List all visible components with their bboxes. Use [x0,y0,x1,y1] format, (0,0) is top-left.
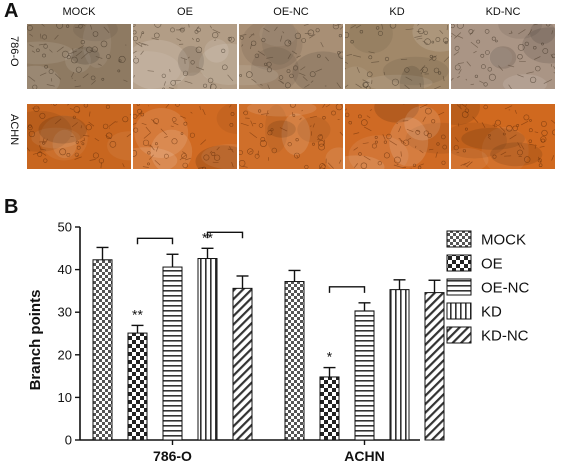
bar-kd-nc-786-o [232,287,253,441]
legend-label-kd: KD [481,304,502,321]
bar-oe-nc-achn [354,310,375,441]
y-tick-label: 10 [58,390,72,405]
significance-bracket [136,237,174,245]
micrograph-achn-kd-nc [451,104,555,169]
micrograph-786-o-kd [345,24,449,89]
x-category-label: ACHN [344,448,384,464]
column-label-mock: MOCK [62,6,96,18]
legend-label-kd-nc: KD-NC [481,328,529,345]
column-label-oe: OE [177,6,193,18]
significance-marker: ** [132,306,143,322]
significance-marker: * [327,349,333,365]
significance-bracket [328,286,366,293]
y-axis-label: Branch points [27,290,44,391]
row-label-achn: ACHN [8,114,20,146]
panel-b-letter: B [4,196,19,218]
micrograph-achn-oe-nc [239,104,343,169]
legend-swatch-oe [446,254,472,272]
bar-kd-786-o [197,258,218,441]
micrograph-786-o-mock [27,24,131,89]
legend-swatch-kd-nc [446,326,472,344]
column-label-kd: KD [389,6,405,18]
y-tick-label: 0 [65,433,72,448]
x-category-label: 786-O [153,448,192,464]
micrograph-786-o-oe-nc [239,24,343,89]
micrograph-achn-kd [345,104,449,169]
micrograph-786-o-oe [133,24,237,89]
bar-oe-nc-786-o [162,266,183,441]
significance-bracket [206,231,244,239]
significance-marker: ** [202,229,213,245]
micrograph-786-o-kd-nc [451,24,555,89]
legend-label-mock: MOCK [481,232,526,249]
legend-swatch-mock [446,230,472,248]
y-tick-label: 30 [58,305,72,320]
y-tick-label: 40 [58,262,72,277]
y-tick-label: 20 [58,347,72,362]
row-label-786-o: 786-O [8,36,20,67]
legend-label-oe: OE [481,256,503,273]
column-label-oe-nc: OE-NC [273,6,309,18]
bar-oe-achn [319,376,340,441]
bar-mock-achn [284,281,305,441]
legend-label-oe-nc: OE-NC [481,280,530,297]
bar-kd-achn [389,289,410,441]
bar-oe-786-o [127,332,148,441]
panel-a-letter: A [4,0,19,22]
legend-swatch-oe-nc [446,278,472,296]
micrograph-achn-oe [133,104,237,169]
column-label-kd-nc: KD-NC [485,6,521,18]
micrograph-achn-mock [27,104,131,169]
legend-swatch-kd [446,302,472,320]
bar-mock-786-o [92,259,113,441]
y-tick-label: 50 [58,220,72,235]
bar-kd-nc-achn [424,292,445,441]
